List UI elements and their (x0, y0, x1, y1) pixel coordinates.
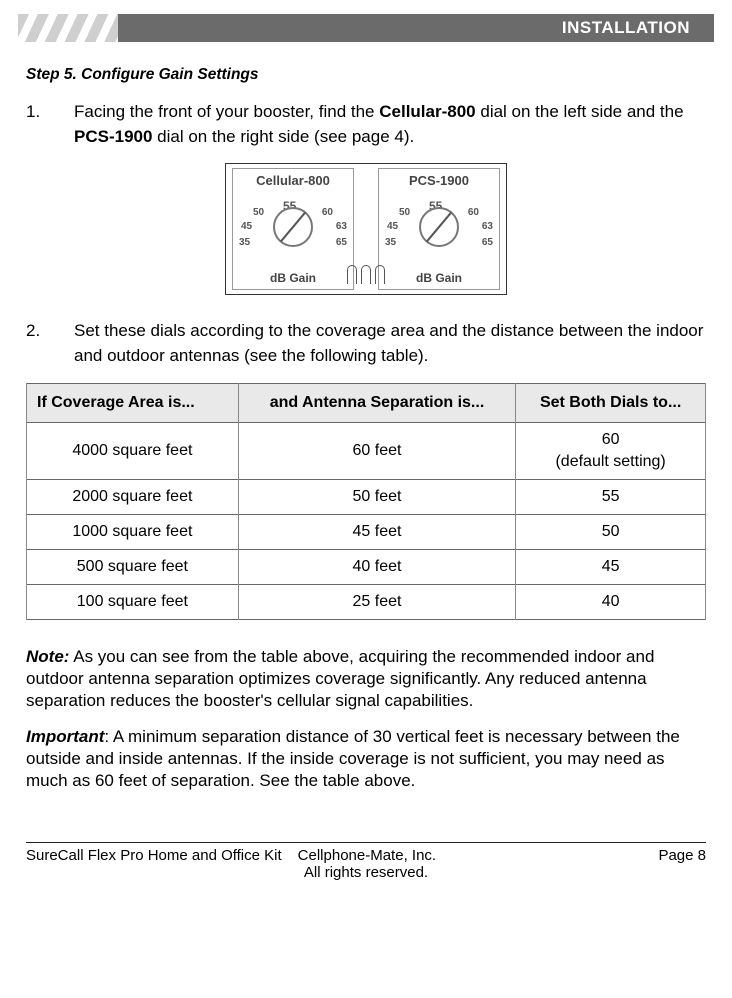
tick-45-l: 45 (241, 221, 252, 232)
gain-dial-diagram: Cellular-800 35 45 50 55 60 63 65 dB Gai… (225, 163, 507, 295)
th-dials: Set Both Dials to... (516, 383, 706, 422)
cell-area: 4000 square feet (27, 422, 239, 479)
cell-area: 1000 square feet (27, 514, 239, 549)
tick-50-r: 50 (399, 207, 410, 218)
footer-company: Cellphone-Mate, Inc. (292, 847, 649, 864)
th-separation: and Antenna Separation is... (238, 383, 515, 422)
table-header-row: If Coverage Area is... and Antenna Separ… (27, 383, 706, 422)
tick-50-l: 50 (253, 207, 264, 218)
step-2: 2. Set these dials according to the cove… (26, 319, 706, 368)
diagram-panel-right: PCS-1900 35 45 50 55 60 63 65 dB Gain (378, 168, 500, 290)
cell-area: 100 square feet (27, 584, 239, 619)
header-title: INSTALLATION (118, 14, 714, 42)
tick-65-r: 65 (482, 237, 493, 248)
cell-dial: 55 (516, 479, 706, 514)
diagram-panel-left: Cellular-800 35 45 50 55 60 63 65 dB Gai… (232, 168, 354, 290)
cell-dial-val: 60 (602, 431, 620, 448)
step-1-bold-pcs: PCS-1900 (74, 127, 152, 146)
cell-sep: 40 feet (238, 549, 515, 584)
footer: SureCall Flex Pro Home and Office Kit Ce… (0, 843, 732, 864)
step-1-bold-cellular: Cellular-800 (379, 102, 475, 121)
tick-60-r: 60 (468, 207, 479, 218)
step-1: 1. Facing the front of your booster, fin… (26, 100, 706, 149)
tick-45-r: 45 (387, 221, 398, 232)
header-stripes (18, 14, 128, 42)
important-paragraph: Important: A minimum separation distance… (26, 726, 706, 792)
cell-sep: 25 feet (238, 584, 515, 619)
note-paragraph: Note: As you can see from the table abov… (26, 646, 706, 712)
cell-sep: 45 feet (238, 514, 515, 549)
note-lead: Note: (26, 647, 69, 666)
note-text: As you can see from the table above, acq… (26, 647, 654, 710)
diagram-right-gain-label: dB Gain (379, 271, 499, 285)
important-lead: Important (26, 727, 104, 746)
tick-63-r: 63 (482, 221, 493, 232)
step-1-number: 1. (26, 100, 44, 149)
diagram-right-label: PCS-1900 (379, 173, 499, 188)
step-1-mid: dial on the left side and the (476, 102, 684, 121)
cell-sep: 50 feet (238, 479, 515, 514)
step-title: Step 5. Configure Gain Settings (26, 66, 706, 84)
cell-dial: 50 (516, 514, 706, 549)
cell-dial-sub: (default setting) (524, 453, 697, 471)
diagram-left-gain-label: dB Gain (233, 271, 353, 285)
cell-area: 2000 square feet (27, 479, 239, 514)
tick-65-l: 65 (336, 237, 347, 248)
th-coverage: If Coverage Area is... (27, 383, 239, 422)
diagram-wrap: Cellular-800 35 45 50 55 60 63 65 dB Gai… (26, 163, 706, 295)
footer-page: Page 8 (658, 847, 706, 864)
diagram-connector-icon (347, 265, 385, 284)
cell-dial: 40 (516, 584, 706, 619)
table-row: 1000 square feet 45 feet 50 (27, 514, 706, 549)
step-1-text: Facing the front of your booster, find t… (74, 100, 706, 149)
cell-dial: 60 (default setting) (516, 422, 706, 479)
table-row: 4000 square feet 60 feet 60 (default set… (27, 422, 706, 479)
step-2-text: Set these dials according to the coverag… (74, 319, 706, 368)
dial-left-icon (273, 207, 313, 247)
tick-63-l: 63 (336, 221, 347, 232)
cell-dial: 45 (516, 549, 706, 584)
table-row: 500 square feet 40 feet 45 (27, 549, 706, 584)
table-row: 2000 square feet 50 feet 55 (27, 479, 706, 514)
header-bar: INSTALLATION (18, 14, 714, 42)
table-row: 100 square feet 25 feet 40 (27, 584, 706, 619)
step-2-number: 2. (26, 319, 44, 368)
dial-right-icon (419, 207, 459, 247)
tick-35-l: 35 (239, 237, 250, 248)
step-1-post: dial on the right side (see page 4). (152, 127, 414, 146)
tick-35-r: 35 (385, 237, 396, 248)
diagram-left-label: Cellular-800 (233, 173, 353, 188)
footer-product: SureCall Flex Pro Home and Office Kit (26, 847, 282, 864)
important-text: : A minimum separation distance of 30 ve… (26, 727, 680, 790)
gain-settings-table: If Coverage Area is... and Antenna Separ… (26, 383, 706, 620)
step-1-pre: Facing the front of your booster, find t… (74, 102, 379, 121)
footer-rights: All rights reserved. (0, 864, 732, 899)
tick-60-l: 60 (322, 207, 333, 218)
cell-sep: 60 feet (238, 422, 515, 479)
cell-area: 500 square feet (27, 549, 239, 584)
